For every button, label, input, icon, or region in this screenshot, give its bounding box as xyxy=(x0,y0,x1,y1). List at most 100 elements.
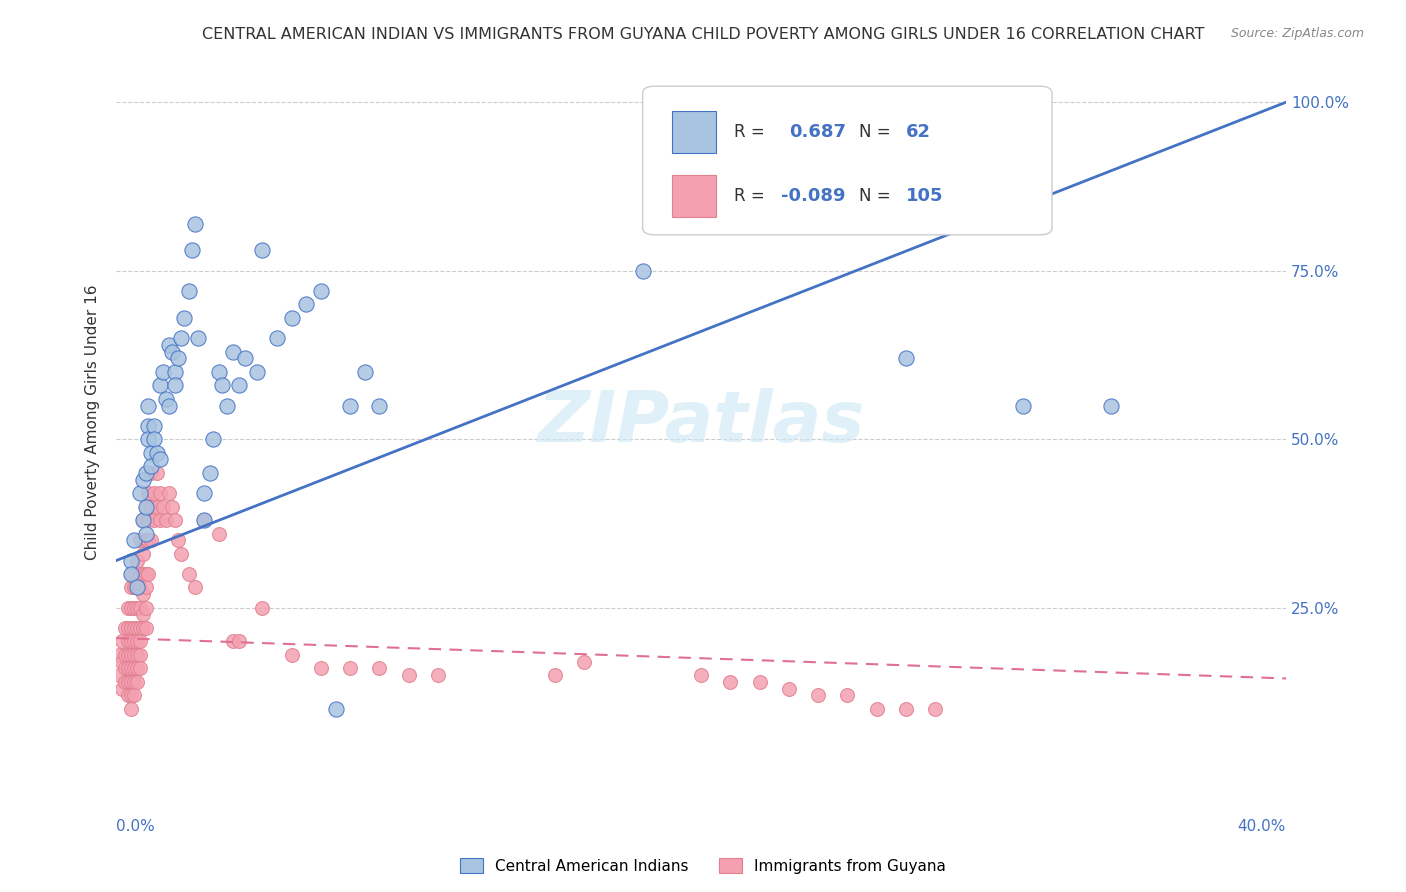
Point xyxy=(125,621,148,635)
Point xyxy=(157,338,180,352)
Point xyxy=(117,674,139,689)
Point xyxy=(141,445,163,459)
Point xyxy=(1011,399,1033,413)
Point xyxy=(138,399,160,413)
Point xyxy=(134,581,156,595)
Point xyxy=(141,533,163,548)
Point xyxy=(111,634,134,648)
Point xyxy=(865,702,887,716)
Point xyxy=(141,500,163,514)
Point xyxy=(184,581,207,595)
Point xyxy=(138,513,160,527)
Point xyxy=(131,513,153,527)
Text: R =: R = xyxy=(734,123,770,141)
Text: 40.0%: 40.0% xyxy=(1237,819,1286,834)
Point xyxy=(125,581,148,595)
Point xyxy=(138,566,160,581)
Point xyxy=(122,634,145,648)
Point xyxy=(157,486,180,500)
Point xyxy=(141,466,163,480)
Point xyxy=(117,600,139,615)
Text: 0.0%: 0.0% xyxy=(117,819,155,834)
Text: 0.687: 0.687 xyxy=(789,123,846,141)
Point xyxy=(134,533,156,548)
Point xyxy=(117,661,139,675)
Point xyxy=(128,661,150,675)
Point xyxy=(173,310,195,325)
FancyBboxPatch shape xyxy=(672,175,716,217)
Point xyxy=(122,648,145,662)
Point xyxy=(572,655,595,669)
Text: N =: N = xyxy=(859,187,896,205)
Point xyxy=(163,513,186,527)
Point xyxy=(120,674,142,689)
Point xyxy=(125,581,148,595)
Point xyxy=(134,526,156,541)
Point xyxy=(778,128,800,143)
Point xyxy=(398,668,420,682)
Point xyxy=(125,600,148,615)
Point xyxy=(128,621,150,635)
Text: -0.089: -0.089 xyxy=(780,187,845,205)
Point xyxy=(122,674,145,689)
Point xyxy=(128,581,150,595)
Point xyxy=(222,634,245,648)
Point xyxy=(228,634,250,648)
Point xyxy=(141,459,163,474)
Point xyxy=(128,486,150,500)
Point xyxy=(155,392,177,406)
Point xyxy=(122,533,145,548)
Point xyxy=(246,365,269,379)
Point xyxy=(233,351,256,366)
Point xyxy=(120,661,142,675)
Point xyxy=(134,600,156,615)
Point xyxy=(134,621,156,635)
Point xyxy=(280,310,302,325)
Point xyxy=(143,513,166,527)
Point xyxy=(198,466,221,480)
Point xyxy=(207,365,229,379)
Point xyxy=(138,418,160,433)
Point xyxy=(125,634,148,648)
Point xyxy=(201,432,224,446)
Point xyxy=(155,513,177,527)
Point xyxy=(179,284,201,298)
Point xyxy=(138,533,160,548)
Point xyxy=(222,344,245,359)
Point xyxy=(125,661,148,675)
Point xyxy=(368,399,391,413)
Point xyxy=(120,566,142,581)
Point xyxy=(122,600,145,615)
Point xyxy=(295,297,318,311)
Point xyxy=(309,284,332,298)
Text: Source: ZipAtlas.com: Source: ZipAtlas.com xyxy=(1230,27,1364,40)
Y-axis label: Child Poverty Among Girls Under 16: Child Poverty Among Girls Under 16 xyxy=(86,285,100,560)
Point xyxy=(252,244,274,258)
Point xyxy=(146,466,169,480)
Point xyxy=(120,566,142,581)
Text: R =: R = xyxy=(734,187,770,205)
Point xyxy=(131,621,153,635)
Point xyxy=(131,547,153,561)
Point xyxy=(426,668,449,682)
Point xyxy=(353,365,375,379)
Point xyxy=(339,399,361,413)
Point xyxy=(690,668,713,682)
Point xyxy=(894,351,917,366)
Legend: Central American Indians, Immigrants from Guyana: Central American Indians, Immigrants fro… xyxy=(454,852,952,880)
Text: N =: N = xyxy=(859,123,896,141)
Point xyxy=(157,399,180,413)
Point xyxy=(837,688,859,702)
Point xyxy=(807,688,830,702)
Point xyxy=(280,648,302,662)
Point xyxy=(146,500,169,514)
Point xyxy=(122,688,145,702)
Point xyxy=(166,533,188,548)
Point xyxy=(114,674,136,689)
Point xyxy=(149,378,172,392)
Point xyxy=(131,473,153,487)
Point xyxy=(131,607,153,622)
Point xyxy=(114,648,136,662)
Point xyxy=(152,365,174,379)
Point xyxy=(160,500,183,514)
